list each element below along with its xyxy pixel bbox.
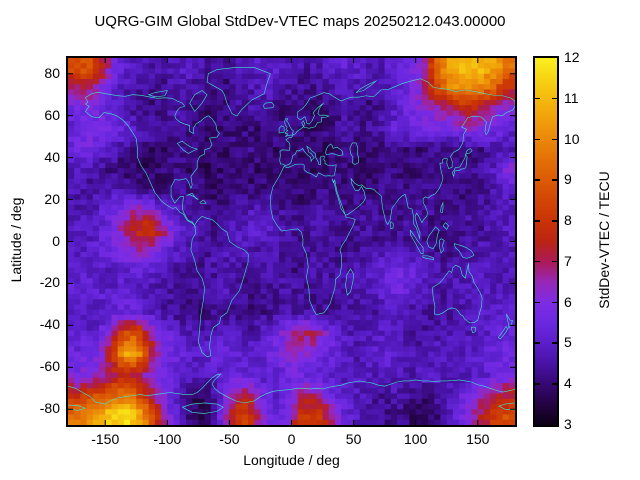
colorbar-label: StdDev-VTEC / TECU — [596, 171, 612, 309]
vtec-heatmap-canvas — [68, 58, 515, 425]
x-tick-label: 0 — [287, 431, 296, 447]
colorbar-tick-mark — [535, 179, 540, 181]
y-tick-label: -40 — [39, 316, 60, 333]
colorbar-tick-mark — [535, 97, 540, 100]
x-axis-label: Longitude / deg — [243, 452, 340, 468]
colorbar-tick-label: 8 — [564, 212, 572, 229]
colorbar-tick-mark — [552, 260, 557, 263]
colorbar-tick-mark — [535, 342, 540, 344]
colorbar-tick-mark — [552, 138, 557, 141]
colorbar-tick-label: 7 — [564, 252, 572, 269]
x-tick-label: -100 — [153, 431, 182, 447]
colorbar-tick-mark — [552, 342, 557, 344]
colorbar-tick-label: 11 — [564, 89, 579, 106]
colorbar-tick-mark — [535, 301, 540, 304]
colorbar-tick-mark — [535, 220, 540, 222]
x-tick-label: 100 — [403, 431, 428, 447]
figure-title: UQRG-GIM Global StdDev-VTEC maps 2025021… — [94, 13, 506, 30]
y-tick-label: 60 — [44, 106, 60, 123]
colorbar-tick-mark — [552, 301, 557, 304]
colorbar-tick-mark — [552, 179, 557, 181]
y-tick-label: -80 — [39, 400, 60, 417]
y-tick-label: -20 — [39, 274, 60, 291]
x-tick-label: -50 — [219, 431, 240, 447]
y-tick-label: 40 — [44, 148, 60, 165]
x-tick-label: 150 — [466, 431, 490, 447]
colorbar-tick-mark — [552, 383, 557, 385]
colorbar-tick-mark — [535, 138, 540, 141]
x-tick-label: 50 — [345, 431, 362, 447]
colorbar-tick-mark — [552, 220, 557, 222]
colorbar-tick-label: 5 — [564, 334, 572, 351]
y-tick-label: 80 — [44, 64, 60, 81]
colorbar-tick-label: 3 — [564, 416, 572, 432]
map-plot-area — [66, 56, 517, 427]
y-tick-label: 0 — [52, 232, 60, 249]
colorbar — [533, 56, 559, 427]
x-tick-label: -150 — [91, 431, 120, 447]
y-tick-label: 20 — [44, 190, 60, 207]
colorbar-tick-mark — [535, 383, 540, 385]
colorbar-tick-label: 12 — [564, 49, 580, 65]
colorbar-tick-mark — [552, 97, 557, 100]
colorbar-tick-label: 6 — [564, 293, 572, 310]
colorbar-tick-label: 9 — [564, 171, 572, 188]
colorbar-tick-label: 10 — [564, 130, 580, 147]
colorbar-tick-mark — [535, 260, 540, 263]
colorbar-tick-label: 4 — [564, 375, 572, 392]
y-tick-label: -60 — [39, 358, 60, 375]
